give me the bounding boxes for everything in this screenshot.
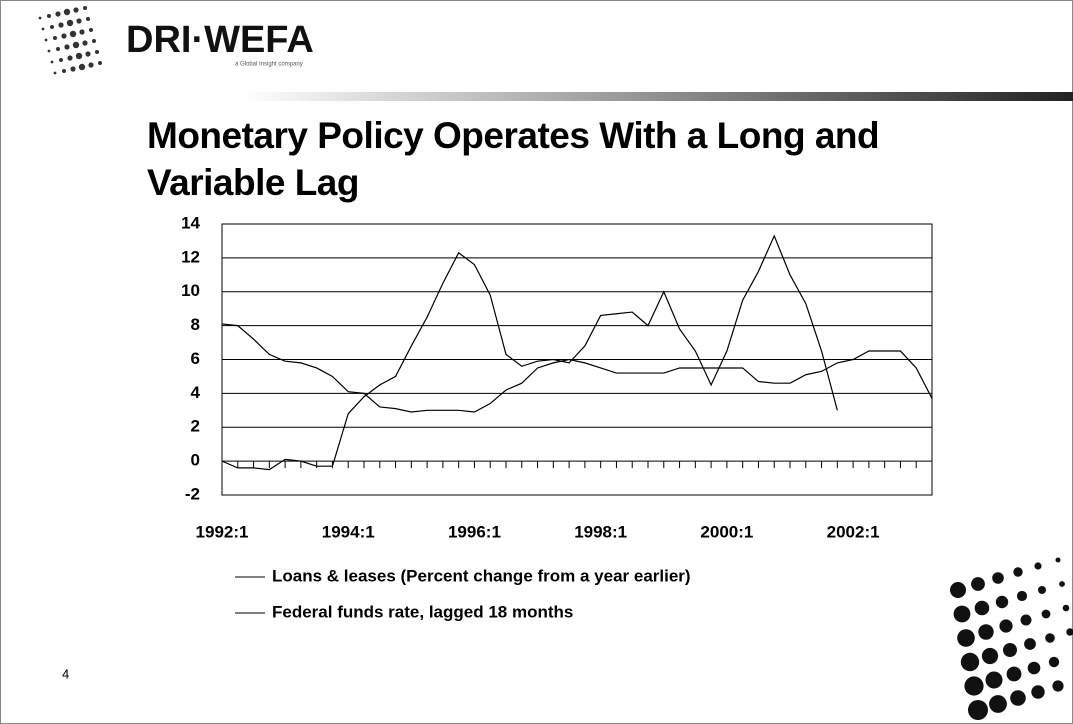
decor-dot	[1020, 614, 1032, 626]
decor-dot	[44, 38, 48, 42]
y-tick-label: 14	[181, 213, 200, 232]
decor-dot	[978, 624, 994, 640]
decor-dot	[61, 33, 67, 39]
decor-dot	[968, 700, 988, 720]
decor-dot	[1045, 633, 1055, 643]
logo-tagline: a Global Insight company	[235, 62, 303, 68]
decor-dot	[53, 36, 57, 40]
y-tick-label: 12	[181, 247, 200, 266]
x-tick-label: 1992:1	[196, 522, 249, 541]
legend-label: Loans & leases (Percent change from a ye…	[272, 566, 691, 585]
decor-dot	[38, 16, 42, 20]
decor-dot	[1038, 586, 1046, 594]
decor-dot	[989, 695, 1007, 713]
decor-dot	[70, 66, 76, 72]
y-tick-label: 4	[191, 383, 201, 402]
logo: DRI·WEFA	[126, 19, 314, 61]
decor-dot	[73, 7, 79, 13]
decor-dot	[55, 11, 61, 17]
x-tick-label: 2002:1	[827, 522, 880, 541]
decor-dot	[79, 29, 85, 35]
decor-dot	[1003, 643, 1017, 657]
y-tick-label: 8	[191, 315, 200, 334]
decor-dot	[1016, 590, 1028, 602]
decor-dot	[992, 572, 1004, 584]
decor-dot	[953, 605, 971, 623]
decor-dot	[83, 6, 87, 10]
decor-dot	[957, 629, 975, 647]
decor-dot	[86, 17, 90, 21]
decor-dot	[67, 55, 73, 61]
decor-dot	[950, 582, 966, 598]
decor-dot	[1024, 638, 1036, 650]
header-bar	[240, 92, 1073, 101]
decor-dot	[50, 25, 54, 29]
decor-dot	[960, 652, 980, 672]
decor-dot	[78, 63, 86, 71]
decor-dot	[88, 62, 94, 68]
decor-dot	[985, 671, 1003, 689]
decor-dot	[64, 44, 70, 50]
x-tick-label: 1998:1	[574, 522, 627, 541]
decor-dot	[82, 40, 88, 46]
chart-title: Monetary Policy Operates With a Long and…	[147, 115, 880, 203]
decor-dot	[1059, 581, 1065, 587]
decor-dot	[58, 22, 64, 28]
decor-dot	[92, 39, 96, 43]
y-tick-label: 6	[191, 349, 200, 368]
decor-dot	[66, 19, 74, 27]
decor-dot	[1027, 661, 1041, 675]
x-tick-label: 2000:1	[700, 522, 753, 541]
decor-dot	[75, 52, 83, 60]
decor-dot	[1066, 628, 1073, 636]
x-tick-label: 1994:1	[322, 522, 375, 541]
decor-dot	[47, 14, 51, 18]
decor-dot	[69, 30, 77, 38]
decor-dot	[999, 619, 1013, 633]
decor-dot	[62, 69, 66, 73]
decor-dot	[1041, 609, 1051, 619]
decor-dot	[59, 58, 63, 62]
decor-dot	[1034, 562, 1042, 570]
decor-dot	[95, 50, 99, 54]
decor-dot	[995, 595, 1009, 609]
decor-dot	[1055, 557, 1061, 563]
legend-label: Federal funds rate, lagged 18 months	[272, 602, 573, 621]
decor-dot	[974, 600, 990, 616]
page-number: 4	[62, 666, 69, 681]
decor-dot	[89, 28, 93, 32]
y-tick-label: 0	[191, 451, 200, 470]
decoration	[38, 6, 1073, 720]
y-tick-label: -2	[185, 484, 200, 503]
decor-dot	[1048, 656, 1060, 668]
y-tick-label: 2	[191, 417, 200, 436]
decor-dot	[85, 51, 91, 57]
decor-dot	[72, 41, 80, 49]
decor-dot	[971, 577, 985, 591]
decor-dot	[53, 71, 57, 75]
decor-dot	[964, 676, 984, 696]
decor-dot	[56, 47, 60, 51]
decor-dot	[41, 27, 45, 31]
decor-dot	[1031, 685, 1045, 699]
decor-dot	[1052, 680, 1064, 692]
decor-dot	[76, 18, 82, 24]
decor-dot	[47, 49, 51, 53]
x-tick-label: 1996:1	[448, 522, 501, 541]
series-line	[221, 323, 933, 413]
decor-dot	[63, 8, 71, 16]
decor-dot	[1013, 567, 1023, 577]
y-tick-label: 10	[181, 281, 200, 300]
decor-dot	[1010, 690, 1026, 706]
decor-dot	[1006, 666, 1022, 682]
decor-dot	[981, 647, 999, 665]
decor-dot	[50, 60, 54, 64]
decor-dot	[1062, 604, 1070, 612]
decor-dot	[98, 61, 102, 65]
series-line	[221, 234, 838, 471]
